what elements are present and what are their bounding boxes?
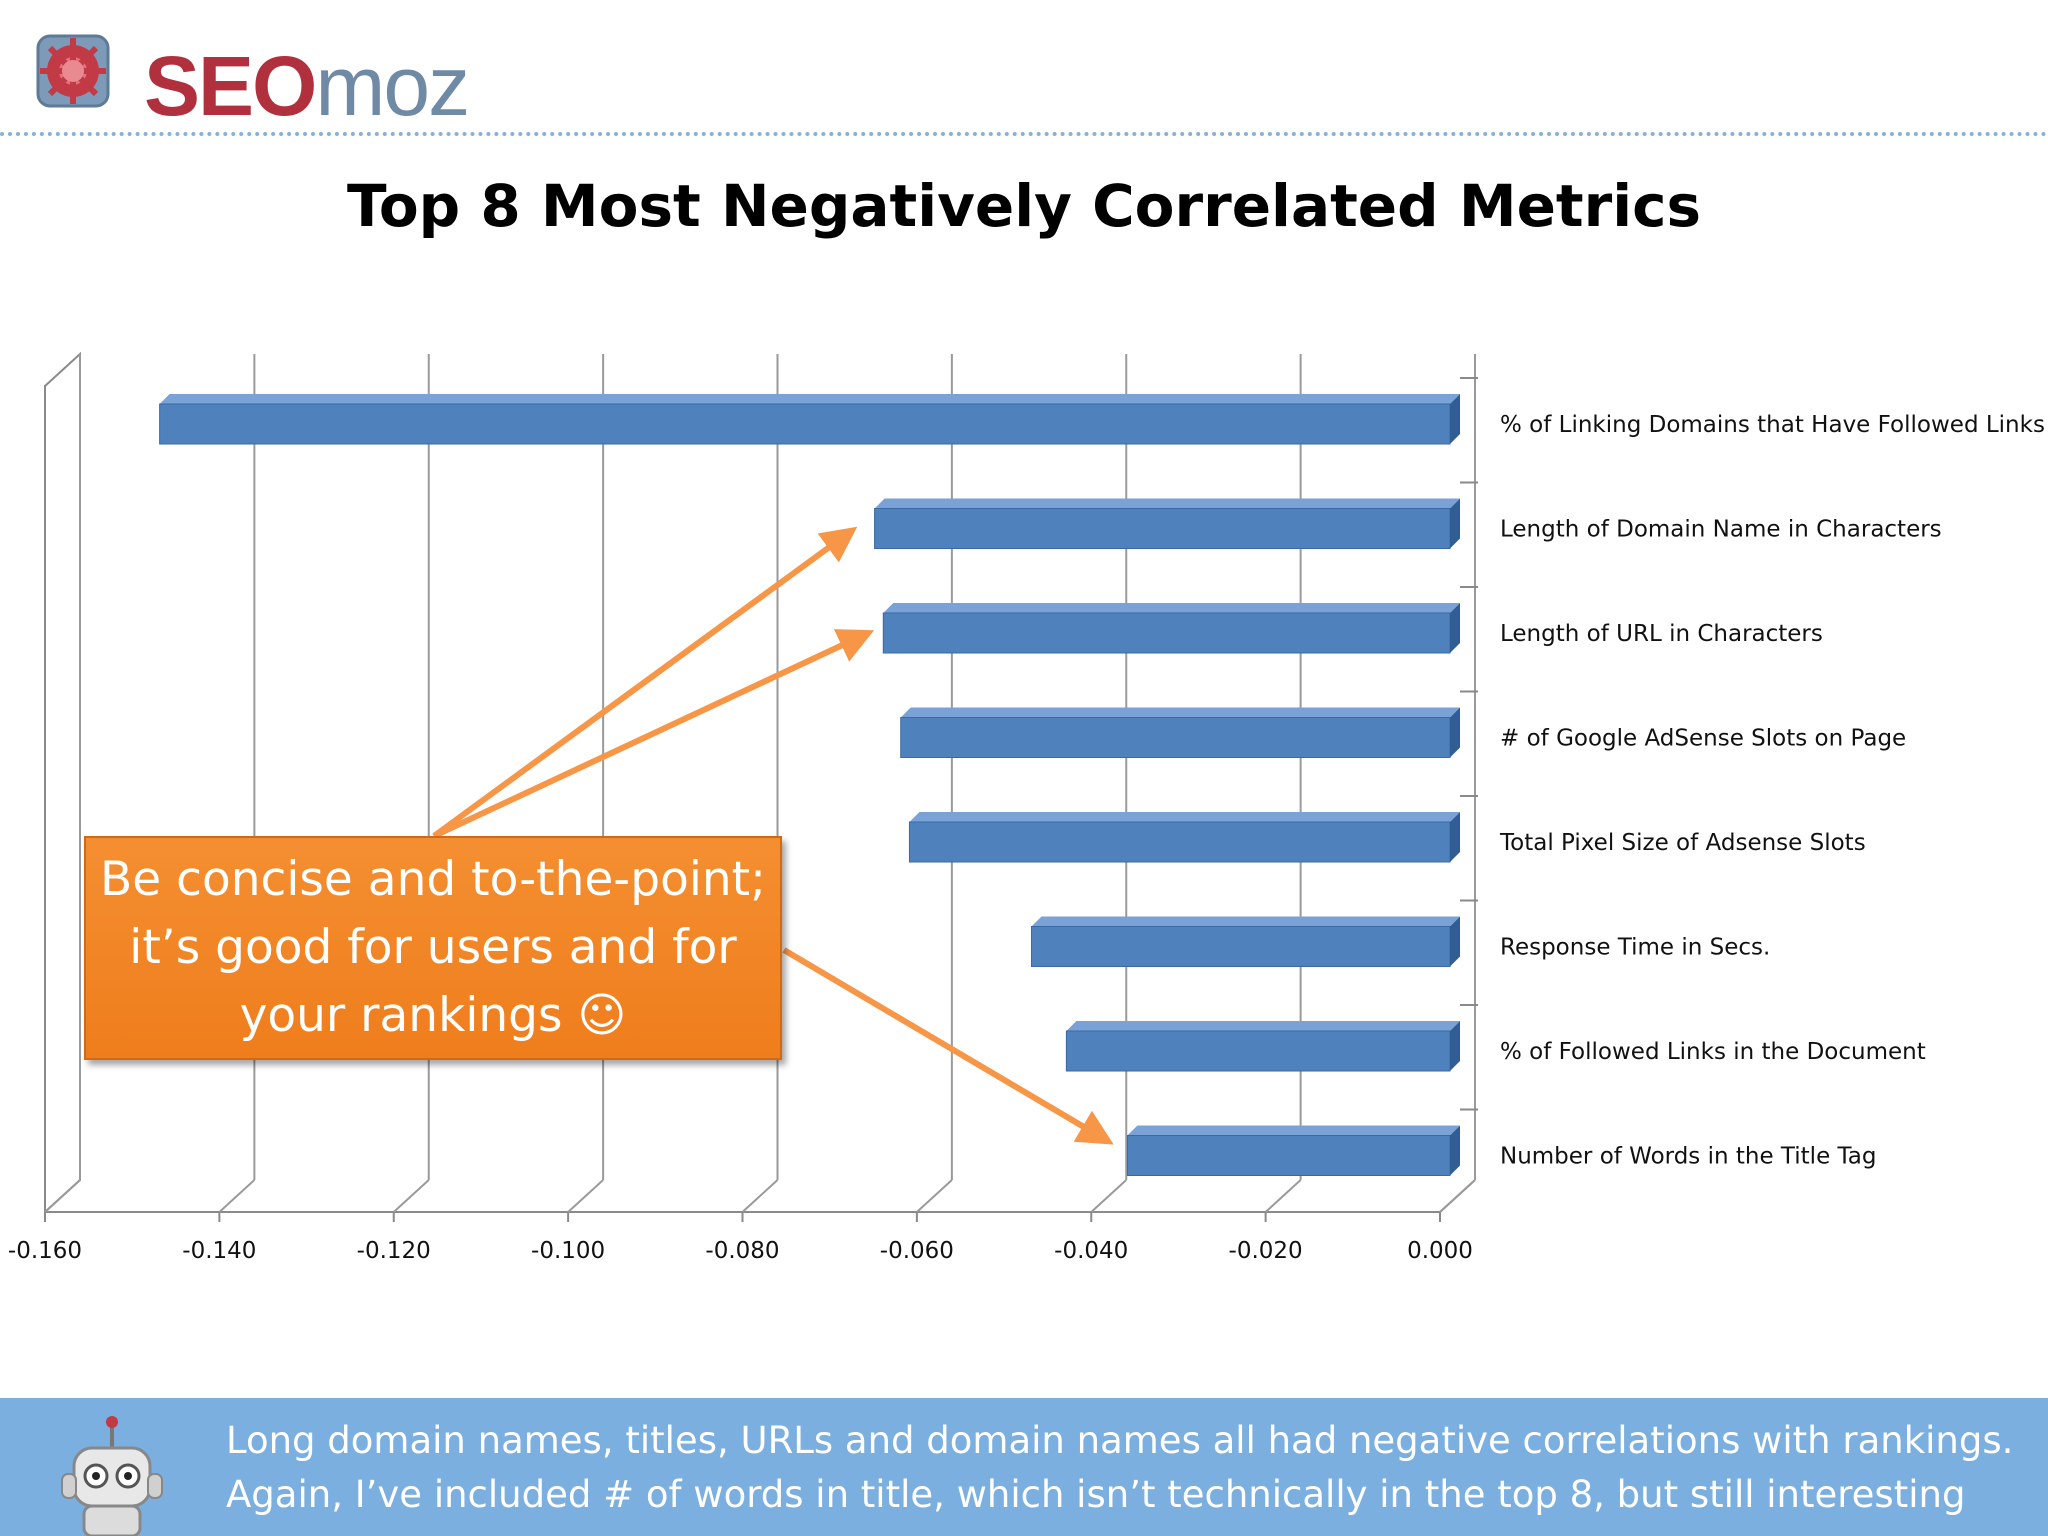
bar <box>1126 1135 1451 1176</box>
category-label: % of Linking Domains that Have Followed … <box>1500 412 2045 438</box>
gridline-floor <box>44 1179 81 1213</box>
bar-top <box>1031 916 1460 927</box>
x-tick-label: -0.160 <box>8 1238 82 1264</box>
bar-side <box>1450 707 1460 758</box>
chart-frame <box>44 351 1476 1215</box>
category-label: Response Time in Secs. <box>1500 935 1770 961</box>
bar <box>874 508 1451 549</box>
x-tick-labels: -0.160 -0.140 -0.120 -0.100 -0.080 -0.060 -0.0… <box>8 1238 1473 1264</box>
bar-top <box>909 812 1460 822</box>
seomoz-logo: SEOmoz <box>32 26 492 128</box>
bar-side <box>1450 603 1460 653</box>
footer-line-1: Long domain names, titles, URLs and doma… <box>226 1419 2014 1462</box>
category-label: Length of URL in Characters <box>1500 621 1823 647</box>
gridline-floor <box>1264 1179 1302 1213</box>
x-tick-label: -0.140 <box>182 1238 256 1264</box>
logo-moz: moz <box>315 39 470 133</box>
bar-top <box>900 707 1460 718</box>
callout-text: Be concise and to-the-point; it’s good f… <box>100 852 766 1043</box>
gridline-floor <box>916 1179 953 1213</box>
x-tick-label: -0.120 <box>357 1238 431 1264</box>
category-label: Length of Domain Name in Characters <box>1500 517 1942 543</box>
bar-side <box>1450 916 1460 967</box>
bar <box>1031 926 1451 967</box>
logo-wordmark: SEOmoz <box>144 44 470 128</box>
bar-top <box>1127 1125 1460 1136</box>
roger-robot-icon <box>61 1416 163 1536</box>
bar-top <box>883 603 1460 613</box>
x-tick-label: -0.100 <box>531 1238 605 1264</box>
x-tick-label: -0.040 <box>1054 1238 1128 1264</box>
header-divider <box>0 132 2048 136</box>
bar <box>900 717 1451 758</box>
bar-chart: -0.160 -0.140 -0.120 -0.100 -0.080 -0.060 -0.0… <box>8 351 2045 1264</box>
bar <box>1065 1030 1451 1072</box>
bar-side <box>1450 1021 1460 1071</box>
logo-badge-icon <box>36 34 110 108</box>
gridline-floor <box>218 1179 256 1213</box>
callout-box: Be concise and to-the-point; it’s good f… <box>84 836 782 1060</box>
slide-title: Top 8 Most Negatively Correlated Metrics <box>346 172 1702 240</box>
gridline-floor <box>741 1179 779 1213</box>
bar-top <box>874 498 1460 509</box>
bar-side <box>1450 812 1460 862</box>
bar-side <box>1450 1125 1460 1176</box>
category-labels: % of Linking Domains that Have Followed … <box>1499 412 2045 1170</box>
gridline-floor <box>393 1179 430 1213</box>
x-tick-label: -0.080 <box>705 1238 779 1264</box>
footer-banner: Long domain names, titles, URLs and doma… <box>0 1398 2048 1536</box>
bar <box>882 612 1451 654</box>
bar-side <box>1450 394 1460 444</box>
category-label: Total Pixel Size of Adsense Slots <box>1499 830 1866 856</box>
category-label: % of Followed Links in the Document <box>1500 1039 1926 1065</box>
bar-top <box>159 394 1460 404</box>
logo-seo: SEO <box>144 39 317 133</box>
footer-line-2: Again, I’ve included # of words in title… <box>226 1473 1966 1516</box>
gridlines <box>44 354 1478 1222</box>
gridline-floor <box>567 1179 604 1213</box>
bar <box>908 821 1451 863</box>
chart-side-wall <box>44 351 81 1215</box>
category-label: Number of Words in the Title Tag <box>1500 1144 1876 1170</box>
bar <box>159 403 1451 445</box>
category-label: # of Google AdSense Slots on Page <box>1500 726 1906 752</box>
gridline-floor <box>1090 1179 1127 1213</box>
x-tick-label: -0.060 <box>880 1238 954 1264</box>
bar-top <box>1066 1021 1460 1031</box>
bars <box>159 394 1460 1176</box>
bar-side <box>1450 498 1460 549</box>
gridline-floor <box>1439 1179 1476 1213</box>
x-tick-label: -0.020 <box>1229 1238 1303 1264</box>
footer-text: Long domain names, titles, URLs and doma… <box>226 1414 2026 1522</box>
x-tick-label: 0.000 <box>1407 1238 1473 1264</box>
